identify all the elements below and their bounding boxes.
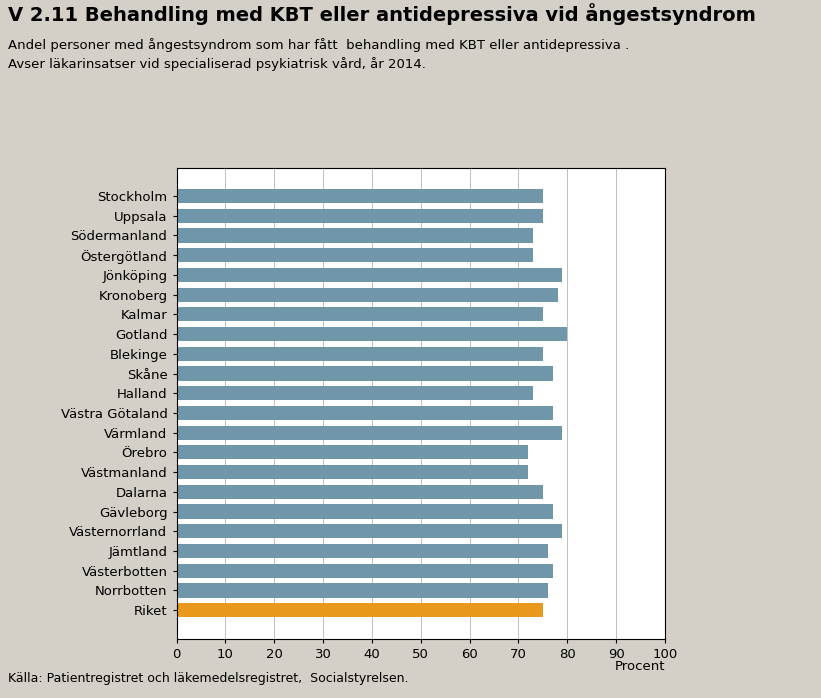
Text: Andel personer med ångestsyndrom som har fått  behandling med KBT eller antidepr: Andel personer med ångestsyndrom som har… bbox=[8, 38, 630, 52]
Bar bbox=[177, 347, 543, 361]
Bar bbox=[177, 584, 548, 597]
Bar bbox=[177, 563, 553, 578]
Bar bbox=[177, 445, 528, 459]
Text: Procent: Procent bbox=[614, 660, 665, 673]
Bar bbox=[177, 386, 533, 401]
Bar bbox=[177, 505, 553, 519]
Bar bbox=[177, 209, 543, 223]
Bar bbox=[177, 524, 562, 538]
Bar bbox=[177, 426, 562, 440]
Bar bbox=[177, 327, 567, 341]
Text: Avser läkarinsatser vid specialiserad psykiatrisk vård, år 2014.: Avser läkarinsatser vid specialiserad ps… bbox=[8, 57, 426, 71]
Text: Källa: Patientregistret och läkemedelsregistret,  Socialstyrelsen.: Källa: Patientregistret och läkemedelsre… bbox=[8, 672, 409, 685]
Bar bbox=[177, 366, 553, 380]
Bar bbox=[177, 248, 533, 262]
Bar bbox=[177, 307, 543, 322]
Bar bbox=[177, 189, 543, 203]
Bar bbox=[177, 228, 533, 243]
Bar bbox=[177, 406, 553, 420]
Text: V 2.11 Behandling med KBT eller antidepressiva vid ångestsyndrom: V 2.11 Behandling med KBT eller antidepr… bbox=[8, 3, 756, 25]
Bar bbox=[177, 288, 557, 302]
Bar bbox=[177, 465, 528, 480]
Bar bbox=[177, 603, 543, 617]
Bar bbox=[177, 484, 543, 499]
Bar bbox=[177, 268, 562, 282]
Bar bbox=[177, 544, 548, 558]
